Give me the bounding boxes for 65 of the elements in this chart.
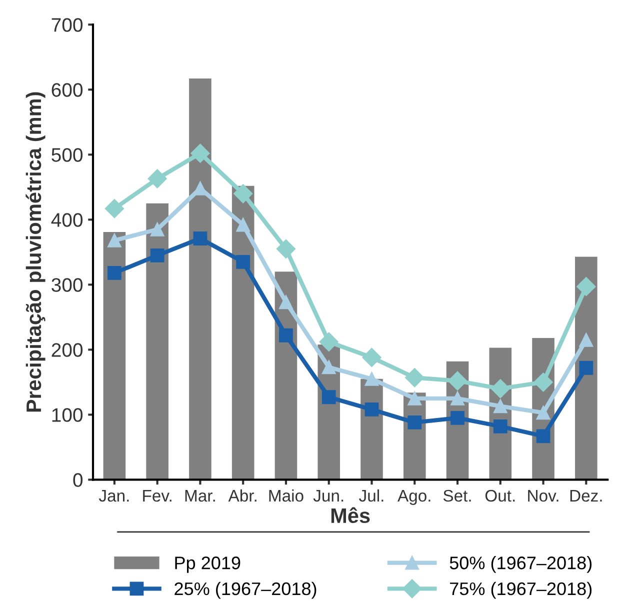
point	[536, 406, 550, 420]
point	[236, 254, 250, 269]
point	[536, 429, 550, 444]
point	[104, 199, 124, 218]
x-tick-label: Fev.	[143, 490, 172, 502]
y-tick-label: 100	[52, 408, 83, 422]
legend-label: 50% (1967–2018)	[450, 556, 592, 573]
point	[150, 222, 164, 236]
x-tick-label: Jul.	[359, 489, 384, 502]
x-tick-label: Abr.	[228, 489, 256, 502]
point	[490, 379, 510, 398]
point	[150, 248, 164, 262]
x-tick-label: Maio	[269, 489, 304, 502]
y-tick-label: 400	[51, 213, 83, 227]
point	[493, 399, 508, 414]
point	[579, 360, 594, 375]
point	[107, 234, 122, 248]
y-tick-label: 0	[73, 473, 83, 487]
point	[107, 266, 122, 280]
point	[193, 181, 208, 196]
point	[279, 328, 293, 342]
point	[450, 410, 464, 425]
point	[450, 391, 464, 406]
point	[405, 368, 424, 388]
point	[279, 295, 293, 310]
point	[579, 332, 594, 347]
bar	[146, 203, 168, 480]
point	[362, 348, 382, 368]
point	[408, 391, 422, 406]
point	[148, 169, 167, 188]
x-tick-label: Nov.	[528, 490, 558, 502]
x-tick-label: Jun.	[313, 490, 344, 502]
y-tick-label: 500	[52, 148, 83, 162]
y-axis-title: Precipitação pluviométrica (mm)	[26, 92, 46, 412]
point	[276, 239, 296, 258]
bar	[103, 232, 126, 480]
bar	[189, 78, 212, 480]
point	[576, 277, 596, 296]
point	[364, 402, 379, 416]
y-tick-label: 300	[52, 278, 83, 292]
x-tick-label: Ago.	[398, 490, 430, 505]
y-tick-label: 200	[52, 343, 83, 357]
x-tick-label: Mar.	[185, 490, 215, 502]
point	[322, 390, 336, 404]
point	[322, 360, 336, 374]
legend-label: Pp 2019	[175, 556, 240, 573]
point	[319, 332, 338, 352]
y-tick-label: 600	[52, 83, 83, 97]
point	[364, 372, 379, 386]
point	[493, 419, 508, 434]
x-axis-title: Mês	[331, 507, 370, 524]
point	[534, 372, 553, 392]
point	[234, 184, 253, 204]
x-tick-label: Dez.	[570, 490, 602, 502]
point	[448, 371, 468, 390]
point	[408, 416, 422, 430]
point	[190, 144, 210, 163]
x-tick-label: Out.	[485, 490, 515, 502]
y-tick-label: 700	[52, 18, 83, 32]
legend-label: 75% (1967–2018)	[450, 582, 592, 599]
point	[236, 218, 250, 232]
x-tick-label: Jan.	[98, 490, 129, 502]
point	[193, 232, 208, 246]
x-tick-label: Set.	[443, 490, 471, 502]
legend-label: 25% (1967–2018)	[174, 582, 316, 599]
